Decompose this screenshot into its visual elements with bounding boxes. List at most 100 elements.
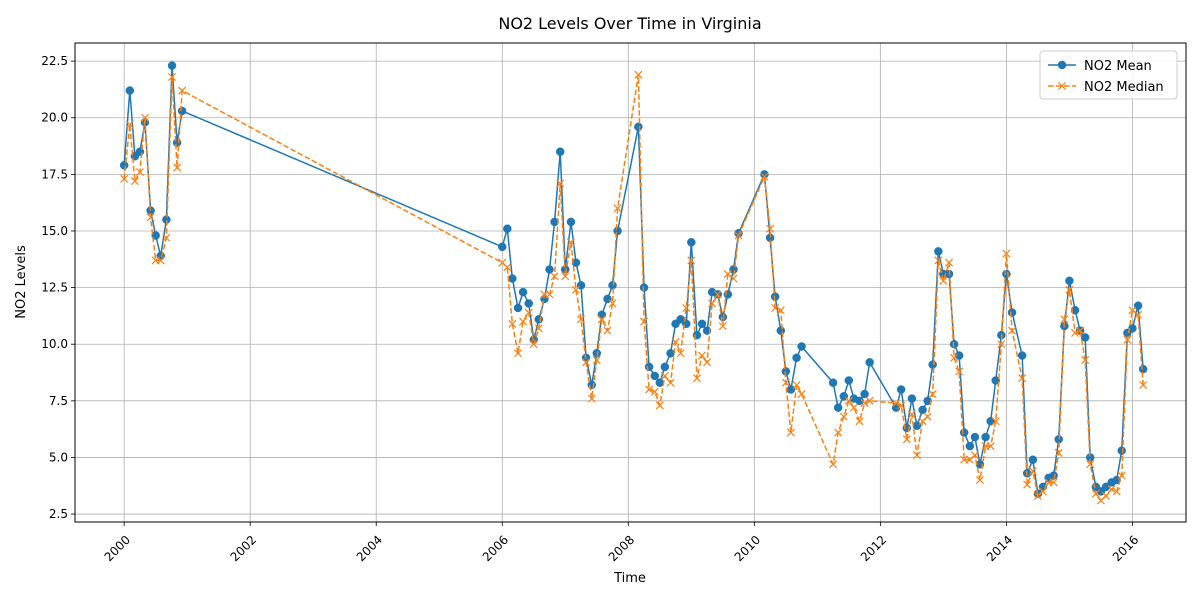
data-point-no2-median xyxy=(713,290,722,299)
data-point-no2-mean xyxy=(1117,446,1126,455)
chart-title: NO2 Levels Over Time in Virginia xyxy=(498,14,761,33)
series-layer xyxy=(119,61,1148,505)
data-point-no2-mean xyxy=(918,405,927,415)
data-point-no2-median xyxy=(135,168,144,177)
data-point-no2-mean xyxy=(928,360,937,369)
data-point-no2-median xyxy=(503,263,512,272)
data-point-no2-median xyxy=(682,303,691,313)
data-point-no2-mean xyxy=(970,432,980,442)
data-point-no2-median xyxy=(666,378,675,387)
data-point-no2-mean xyxy=(608,281,617,290)
data-point-no2-mean xyxy=(991,376,1000,385)
data-point-no2-mean xyxy=(776,326,786,335)
data-point-no2-mean xyxy=(1002,269,1011,279)
data-point-no2-median xyxy=(997,340,1006,349)
data-point-no2-mean xyxy=(644,362,654,372)
data-point-no2-mean xyxy=(934,247,943,256)
legend-label-no2-median: NO2 Median xyxy=(1084,80,1164,95)
data-point-no2-median xyxy=(1018,374,1027,383)
data-point-no2-median xyxy=(955,367,964,376)
data-point-no2-mean xyxy=(896,385,906,394)
legend-label-no2-mean: NO2 Mean xyxy=(1084,59,1152,74)
data-point-no2-median xyxy=(781,378,790,387)
data-point-no2-median xyxy=(1076,326,1085,335)
data-point-no2-median xyxy=(556,179,565,188)
data-point-no2-mean xyxy=(697,319,707,329)
y-tick-label: 10.0 xyxy=(41,337,68,351)
data-point-no2-mean xyxy=(1133,301,1143,310)
data-point-no2-median xyxy=(1002,249,1011,258)
data-point-no2-mean xyxy=(666,349,675,358)
data-point-no2-median xyxy=(776,306,785,315)
y-tick-label: 20.0 xyxy=(41,111,68,125)
data-point-no2-median xyxy=(986,442,995,451)
x-tick-label: 2016 xyxy=(1110,533,1141,564)
data-point-no2-median xyxy=(855,417,864,426)
data-point-no2-median xyxy=(718,322,727,331)
data-point-no2-mean xyxy=(545,265,554,274)
data-point-no2-median xyxy=(960,455,969,464)
x-tick-label: 2010 xyxy=(732,533,763,564)
data-point-no2-mean xyxy=(167,61,177,70)
data-point-no2-median xyxy=(524,308,533,317)
data-point-no2-median xyxy=(634,70,643,79)
data-point-no2-median xyxy=(734,231,743,240)
y-tick-label: 15.0 xyxy=(41,224,68,238)
y-tick-label: 2.5 xyxy=(49,507,68,521)
data-point-no2-median xyxy=(844,396,853,405)
data-point-no2-median xyxy=(1139,380,1148,390)
data-point-no2-median xyxy=(928,390,937,399)
data-point-no2-mean xyxy=(844,376,854,385)
data-point-no2-mean xyxy=(125,86,135,95)
data-point-no2-median xyxy=(168,72,177,81)
data-point-no2-median xyxy=(923,412,932,421)
series-no2-median xyxy=(120,70,1148,505)
data-point-no2-median xyxy=(582,358,591,367)
data-point-no2-median xyxy=(1128,306,1137,315)
data-point-no2-mean xyxy=(1007,308,1017,317)
data-point-no2-median xyxy=(902,435,911,444)
plot-area xyxy=(75,43,1186,522)
data-point-no2-mean xyxy=(1028,455,1038,464)
data-point-no2-median xyxy=(991,417,1000,426)
data-point-no2-mean xyxy=(959,428,969,437)
data-point-no2-mean xyxy=(912,421,922,430)
data-point-no2-median xyxy=(529,340,538,349)
data-point-no2-median xyxy=(660,371,669,380)
data-point-no2-median xyxy=(703,358,712,367)
data-point-no2-mean xyxy=(792,353,801,363)
data-point-no2-median xyxy=(162,233,171,242)
data-point-no2-median xyxy=(1112,487,1121,496)
data-point-no2-mean xyxy=(177,106,187,116)
data-point-no2-mean xyxy=(508,274,517,283)
data-point-no2-median xyxy=(671,337,680,346)
data-point-no2-mean xyxy=(1017,351,1027,360)
data-point-no2-mean xyxy=(718,312,728,322)
data-point-no2-median xyxy=(655,401,664,410)
data-point-no2-mean xyxy=(634,122,643,132)
data-point-no2-median xyxy=(897,401,906,410)
data-point-no2-mean xyxy=(1080,333,1090,342)
data-point-no2-median xyxy=(571,285,581,294)
data-point-no2-median xyxy=(650,387,659,396)
data-point-no2-mean xyxy=(687,238,696,247)
data-point-no2-mean xyxy=(833,403,843,412)
data-point-no2-mean xyxy=(828,378,838,387)
data-point-no2-median xyxy=(545,290,554,299)
data-point-no2-median xyxy=(508,319,517,328)
data-point-no2-median xyxy=(146,213,155,222)
data-point-no2-median xyxy=(849,403,858,412)
y-tick-label: 17.5 xyxy=(41,167,68,181)
data-point-no2-mean xyxy=(723,290,733,299)
data-point-no2-median xyxy=(907,410,916,419)
data-point-no2-mean xyxy=(613,226,622,236)
y-tick-label: 22.5 xyxy=(41,54,68,68)
plot-border xyxy=(74,42,1187,523)
data-point-no2-median xyxy=(1038,487,1047,496)
data-point-no2-median xyxy=(912,451,921,460)
data-point-no2-median xyxy=(1117,471,1126,480)
data-point-no2-median xyxy=(1134,310,1143,319)
data-point-no2-median xyxy=(550,272,559,281)
data-point-no2-median xyxy=(120,174,129,183)
data-point-no2-median xyxy=(577,315,586,324)
